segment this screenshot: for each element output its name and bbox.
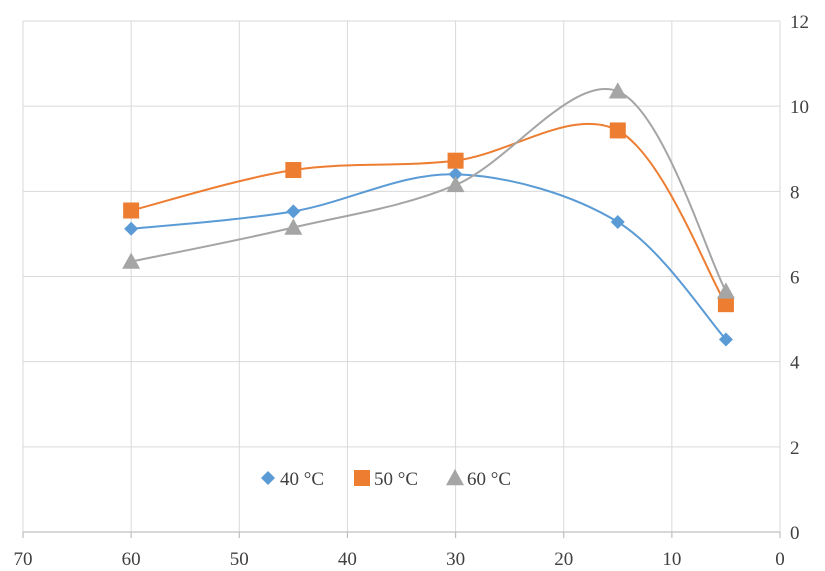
data-point <box>716 282 735 299</box>
data-point <box>717 296 734 313</box>
data-point <box>718 332 733 347</box>
legend-label: 60 °C <box>467 469 511 490</box>
data-point <box>123 202 140 219</box>
x-tick-label: 50 <box>230 549 249 570</box>
data-point <box>447 152 464 169</box>
data-point <box>448 167 463 182</box>
data-point <box>609 122 626 139</box>
legend-entry: 50 °C <box>354 469 418 490</box>
data-point <box>124 221 139 236</box>
series-markers-0 <box>124 167 733 347</box>
legend-marker <box>354 470 370 486</box>
series-line <box>130 88 727 292</box>
x-axis-ticks: 70 60 50 40 30 20 10 0 <box>14 549 785 570</box>
data-point <box>286 204 301 219</box>
data-point <box>284 218 303 235</box>
legend-marker <box>446 469 464 486</box>
y-tick-label: 8 <box>790 182 800 203</box>
x-tick-label: 70 <box>14 549 33 570</box>
legend-label: 50 °C <box>374 469 418 490</box>
axes <box>22 531 781 538</box>
x-tick-label: 60 <box>122 549 141 570</box>
y-tick-label: 6 <box>790 268 800 289</box>
legend: 40 °C 50 °C 60 °C <box>261 469 511 490</box>
series-group <box>122 82 735 347</box>
series-markers-1 <box>123 122 734 313</box>
x-tick-label: 0 <box>775 549 785 570</box>
data-point <box>610 214 625 229</box>
y-axis-ticks: 0 2 4 6 8 10 12 <box>790 12 809 544</box>
legend-marker <box>261 471 275 485</box>
legend-label: 40 °C <box>280 469 324 490</box>
y-tick-label: 10 <box>790 97 809 118</box>
x-tick-label: 40 <box>338 549 357 570</box>
series-2 <box>130 88 727 292</box>
y-tick-label: 0 <box>790 523 800 544</box>
legend-entry: 60 °C <box>446 469 511 490</box>
y-tick-label: 4 <box>790 353 800 374</box>
data-point <box>608 82 627 99</box>
x-tick-label: 30 <box>446 549 465 570</box>
series-markers-2 <box>122 82 735 299</box>
x-tick-label: 10 <box>662 549 681 570</box>
data-point <box>285 162 302 179</box>
data-point <box>122 252 141 269</box>
y-tick-label: 12 <box>790 12 809 33</box>
data-point <box>446 175 465 193</box>
x-tick-label: 20 <box>554 549 573 570</box>
y-tick-label: 2 <box>790 438 800 459</box>
legend-entry: 40 °C <box>261 469 324 490</box>
